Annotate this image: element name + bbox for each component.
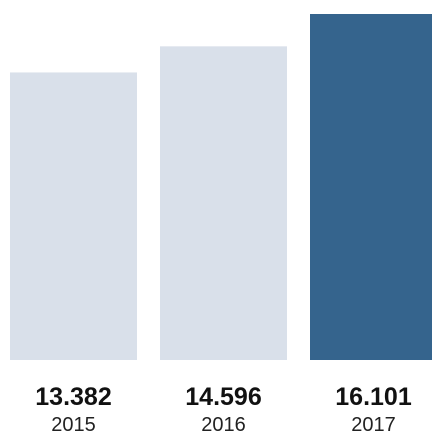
category-label-2015: 2015 (51, 414, 96, 432)
category-label-2017: 2017 (351, 414, 396, 432)
value-label-2016: 14.596 (185, 383, 261, 411)
bar-2017 (310, 14, 432, 360)
bar-2015 (10, 72, 137, 360)
category-label-2016: 2016 (201, 414, 246, 432)
value-label-2017: 16.101 (335, 383, 412, 411)
labels-group: 13.382 2015 14.596 2016 16.101 2017 (35, 383, 412, 432)
value-label-2015: 13.382 (35, 383, 111, 411)
bars-group (10, 14, 432, 361)
bar-2016 (160, 46, 287, 361)
